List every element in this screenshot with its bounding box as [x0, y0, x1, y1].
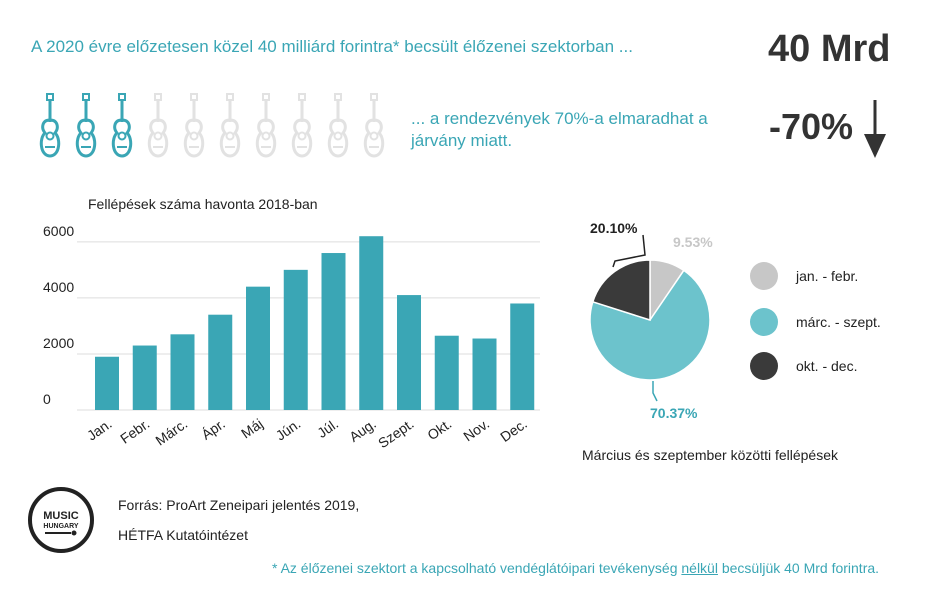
x-tick-label: Nov. [460, 415, 492, 444]
x-tick-label: Júl. [314, 415, 341, 441]
bar [472, 338, 497, 410]
x-tick-label: Jún. [273, 415, 304, 443]
bar [359, 236, 384, 410]
legend-swatch [750, 352, 778, 380]
footnote: * Az élőzenei szektort a kapcsolható ven… [272, 560, 879, 576]
x-tick-label: Márc. [152, 415, 190, 448]
pie-slice-label: 70.37% [650, 405, 698, 421]
y-tick-label: 2000 [43, 335, 74, 351]
guitar-icon [111, 93, 133, 158]
x-tick-label: Ápr. [198, 415, 228, 442]
bar [208, 314, 233, 410]
y-tick-label: 6000 [43, 223, 74, 239]
legend-label: márc. - szept. [796, 314, 881, 330]
guitar-icon [363, 93, 385, 158]
subline: ... a rendezvények 70%-a elmaradhat a já… [411, 109, 708, 150]
legend-swatch [750, 308, 778, 336]
music-hungary-logo: MUSIC HUNGARY [28, 487, 94, 553]
legend-item-jan-febr: jan. - febr. [750, 262, 920, 292]
source-line-1: Forrás: ProArt Zeneipari jelentés 2019, [118, 497, 360, 513]
guitar-icon [291, 93, 313, 158]
guitar-icon [327, 93, 349, 158]
leader-line [652, 381, 658, 402]
headline: A 2020 évre előzetesen közel 40 milliárd… [31, 37, 633, 56]
x-tick-label: Febr. [117, 415, 152, 446]
bar [321, 253, 346, 410]
pie-slice [591, 259, 651, 322]
y-tick-label: 0 [43, 391, 51, 407]
pie-chart: 9.53% 70.37% 20.10% [589, 220, 713, 421]
bar [170, 334, 195, 410]
bar [397, 295, 421, 410]
legend-item-okt-dec: okt. - dec. [750, 352, 920, 382]
x-tick-label: Dec. [497, 415, 530, 445]
guitar-icon [75, 93, 97, 158]
pie-slice [589, 269, 711, 381]
guitar-icon [255, 93, 277, 158]
bar-chart: 0 2000 4000 6000 Jan. Febr. Márc. Ápr. Máj Jún. Jú… [43, 223, 540, 451]
pie-chart-title: Március és szeptember közötti fellépések [582, 447, 838, 463]
bar [283, 269, 308, 410]
bar [510, 303, 535, 410]
footnote-after: becsüljük 40 Mrd forintra. [721, 560, 880, 576]
footnote-underlined: nélkül [681, 560, 718, 576]
x-tick-label: Máj [238, 415, 266, 441]
percent-value: -70% [769, 106, 854, 147]
pie-slice-label: 20.10% [590, 220, 638, 236]
guitar-icon [219, 93, 241, 158]
bar [95, 356, 119, 410]
leader-line [612, 234, 646, 268]
guitar-icon [183, 93, 205, 158]
x-tick-label: Okt. [424, 415, 454, 443]
guitar-icon [39, 93, 61, 158]
source-line-2: HÉTFA Kutatóintézet [118, 527, 248, 543]
guitar-icons [39, 93, 385, 158]
x-tick-label: Szept. [375, 415, 417, 451]
legend-label: jan. - febr. [796, 268, 859, 284]
guitar-icon [147, 93, 169, 158]
legend-item-marc-szept: márc. - szept. [750, 308, 920, 338]
pie-slice-label: 9.53% [673, 234, 713, 250]
down-arrow-icon [864, 100, 886, 158]
x-tick-label: Aug. [346, 415, 379, 445]
bar [132, 345, 157, 410]
logo-line1: MUSIC [43, 510, 79, 522]
bar-chart-title: Fellépések száma havonta 2018-ban [88, 196, 318, 212]
footnote-before: * Az élőzenei szektort a kapcsolható ven… [272, 560, 678, 576]
logo-line2: HUNGARY [43, 523, 78, 530]
bar [434, 335, 459, 410]
big-value: 40 Mrd [768, 28, 891, 70]
bar [246, 286, 270, 410]
legend-label: okt. - dec. [796, 358, 858, 374]
x-tick-label: Jan. [84, 415, 115, 443]
legend-swatch [750, 262, 778, 290]
y-tick-label: 4000 [43, 279, 74, 295]
